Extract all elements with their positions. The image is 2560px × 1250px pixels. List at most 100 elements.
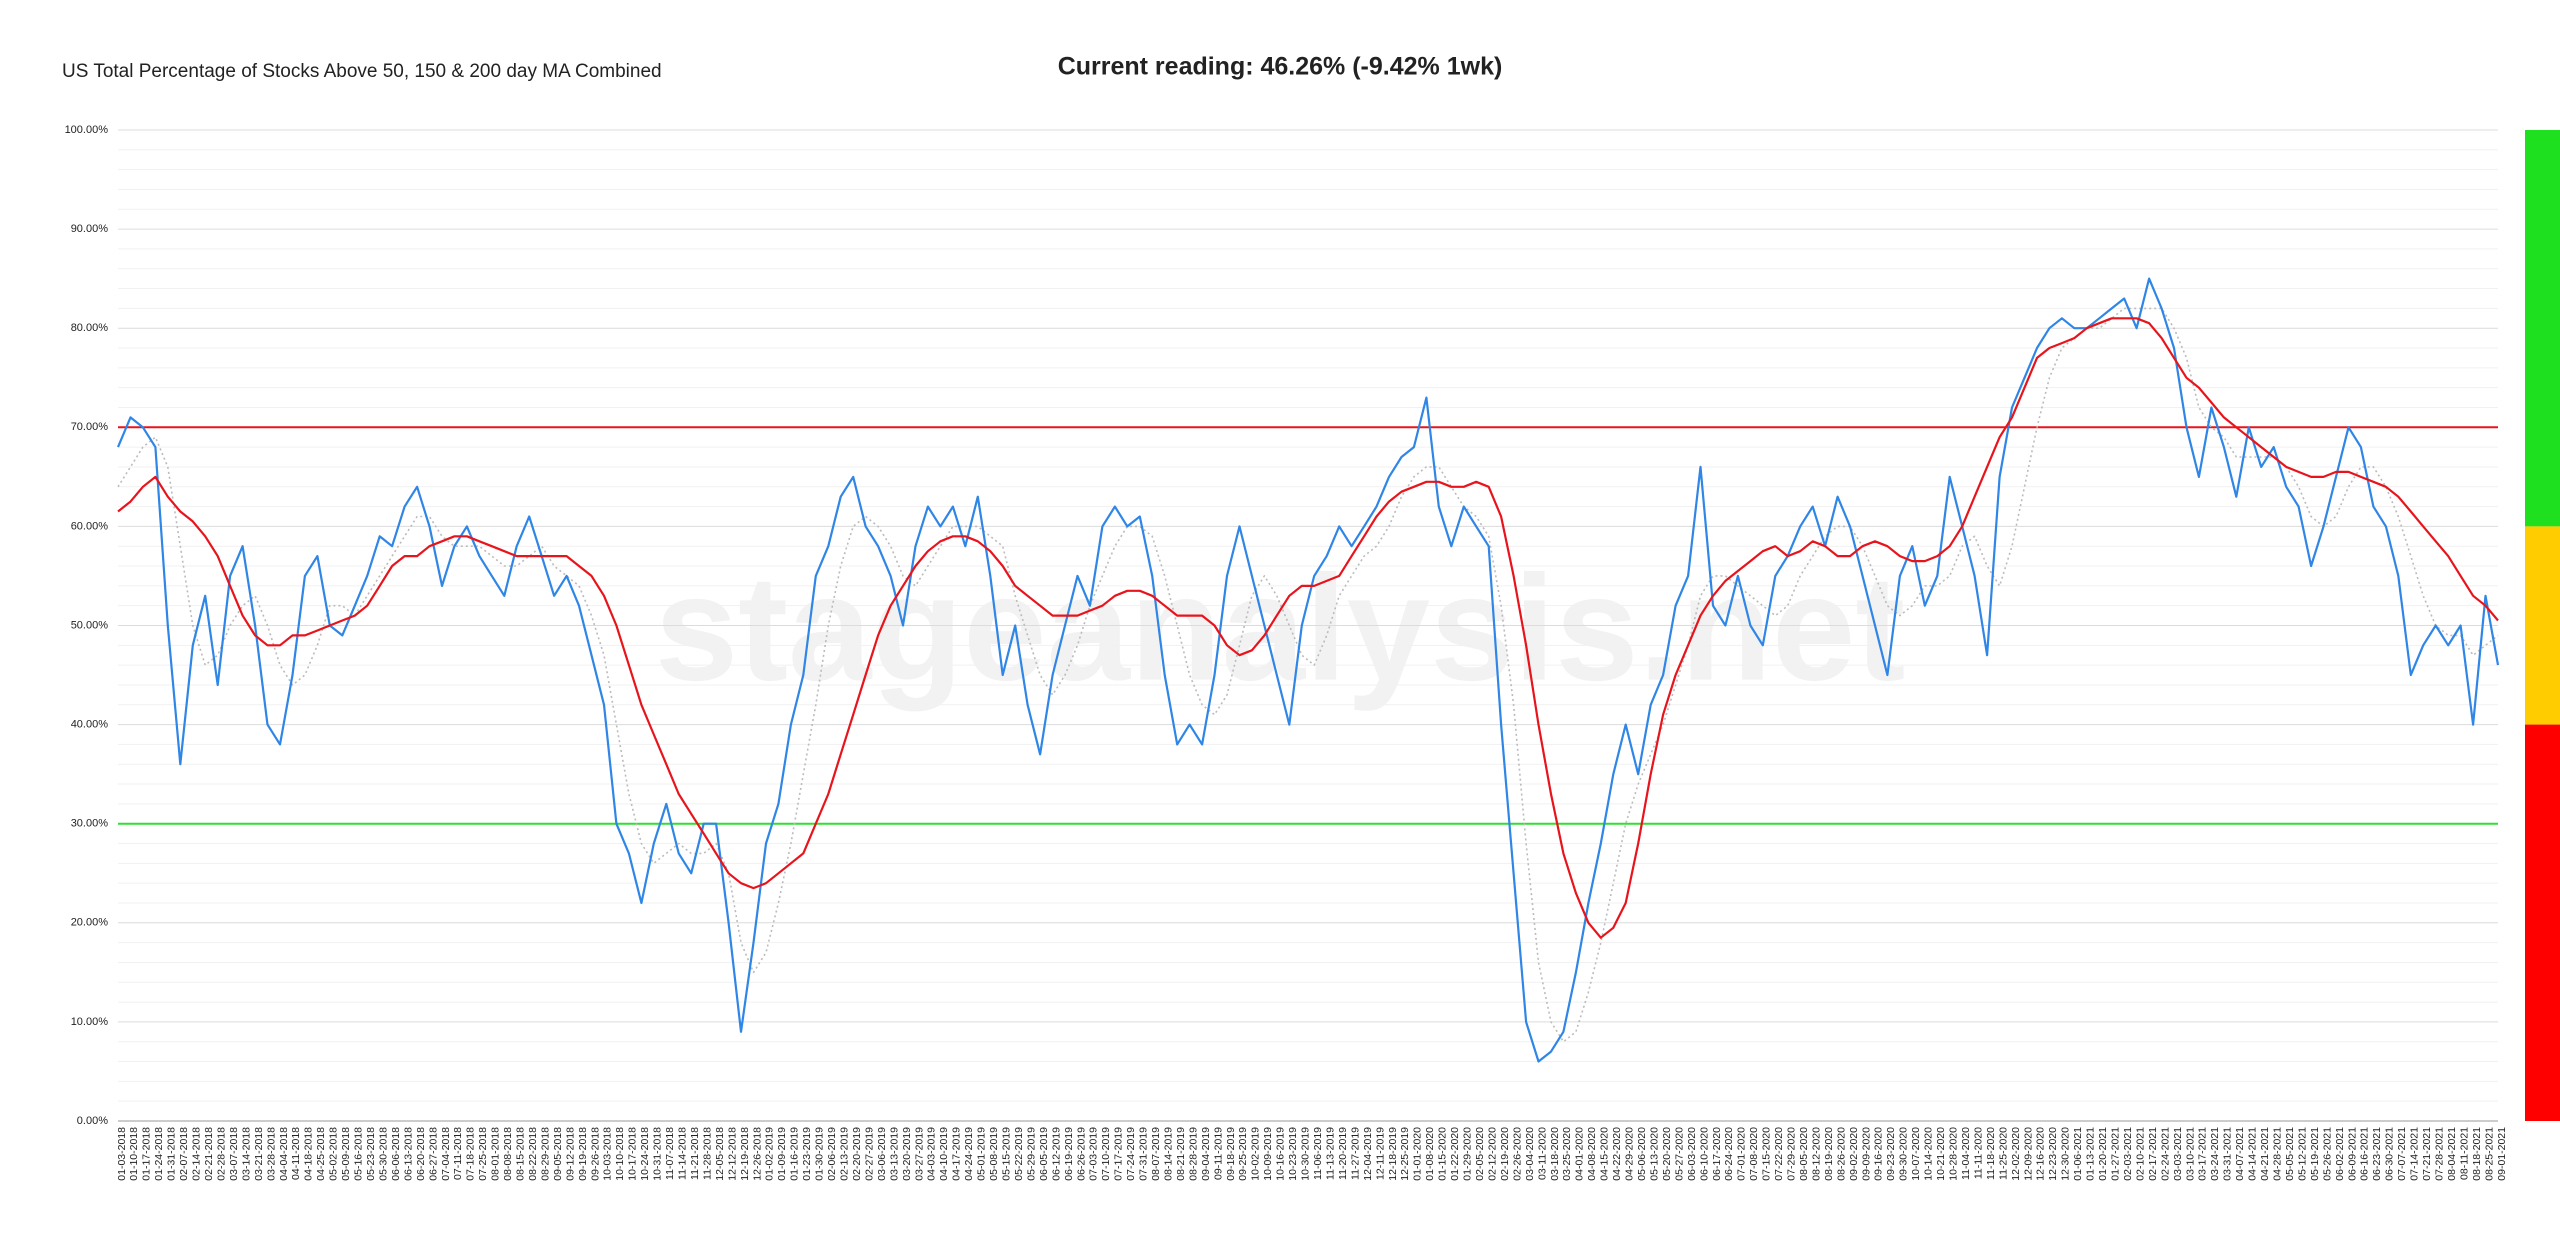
series-line <box>117 317 2499 939</box>
x-tick-label: 02-21-2018 <box>203 1127 215 1181</box>
x-tick-label: 06-05-2019 <box>1038 1127 1050 1181</box>
x-tick-label: 04-29-2020 <box>1624 1127 1636 1181</box>
x-tick-label: 03-14-2018 <box>240 1127 252 1181</box>
x-tick-label: 04-25-2018 <box>315 1127 327 1181</box>
x-tick-label: 06-12-2019 <box>1050 1127 1062 1181</box>
x-tick-label: 06-16-2021 <box>2359 1127 2371 1181</box>
x-tick-label: 10-21-2020 <box>1935 1127 1947 1181</box>
x-tick-label: 08-19-2020 <box>1823 1127 1835 1181</box>
x-tick-label: 06-19-2019 <box>1063 1127 1075 1181</box>
x-tick-label: 07-03-2019 <box>1088 1127 1100 1181</box>
x-tick-label: 01-15-2020 <box>1437 1127 1449 1181</box>
x-tick-label: 07-25-2018 <box>477 1127 489 1181</box>
x-tick-label: 01-22-2020 <box>1449 1127 1461 1181</box>
x-tick-label: 03-04-2020 <box>1524 1127 1536 1181</box>
x-tick-label: 07-14-2021 <box>2409 1127 2421 1181</box>
x-tick-label: 08-05-2020 <box>1798 1127 1810 1181</box>
x-tick-label: 01-09-2019 <box>776 1127 788 1181</box>
x-tick-label: 11-14-2018 <box>677 1127 689 1180</box>
y-tick-label: 50.00% <box>71 619 109 631</box>
x-tick-label: 05-20-2020 <box>1661 1127 1673 1181</box>
x-tick-label: 02-28-2018 <box>215 1127 227 1181</box>
x-tick-label: 07-11-2018 <box>452 1127 464 1180</box>
x-tick-label: 11-07-2018 <box>664 1127 676 1180</box>
x-tick-label: 06-02-2021 <box>2334 1127 2346 1181</box>
x-tick-label: 08-15-2018 <box>515 1127 527 1181</box>
x-tick-label: 04-15-2020 <box>1599 1127 1611 1181</box>
x-tick-label: 08-07-2019 <box>1150 1127 1162 1181</box>
x-tick-label: 09-02-2020 <box>1848 1127 1860 1181</box>
x-tick-label: 03-21-2018 <box>253 1127 265 1181</box>
x-tick-label: 07-10-2019 <box>1100 1127 1112 1181</box>
x-tick-label: 12-23-2020 <box>2047 1127 2059 1181</box>
x-tick-label: 07-18-2018 <box>465 1127 477 1181</box>
x-tick-label: 01-17-2018 <box>141 1127 153 1181</box>
x-tick-label: 02-20-2019 <box>851 1127 863 1181</box>
x-tick-label: 10-03-2018 <box>602 1127 614 1181</box>
x-tick-label: 09-19-2018 <box>577 1127 589 1181</box>
x-tick-label: 11-06-2019 <box>1312 1127 1324 1180</box>
x-tick-label: 01-30-2019 <box>814 1127 826 1181</box>
x-tick-label: 07-04-2018 <box>440 1127 452 1181</box>
y-tick-label: 0.00% <box>77 1115 108 1127</box>
x-tick-label: 02-13-2019 <box>839 1127 851 1181</box>
x-tick-label: 03-25-2020 <box>1561 1127 1573 1181</box>
x-tick-label: 02-03-2021 <box>2122 1127 2134 1181</box>
x-tick-label: 11-27-2019 <box>1349 1127 1361 1180</box>
x-tick-label: 11-13-2019 <box>1324 1127 1336 1180</box>
x-tick-label: 07-28-2021 <box>2433 1127 2445 1181</box>
x-tick-label: 04-18-2018 <box>303 1127 315 1181</box>
x-tick-label: 01-31-2018 <box>166 1127 178 1181</box>
x-tick-label: 05-02-2018 <box>328 1127 340 1181</box>
x-tick-label: 01-10-2018 <box>128 1127 140 1181</box>
x-tick-label: 04-04-2018 <box>278 1127 290 1181</box>
x-tick-label: 10-02-2019 <box>1250 1127 1262 1181</box>
x-tick-label: 11-28-2018 <box>701 1127 713 1180</box>
x-tick-label: 04-08-2020 <box>1586 1127 1598 1181</box>
x-tick-label: 11-20-2019 <box>1337 1127 1349 1180</box>
x-tick-label: 02-14-2018 <box>191 1127 203 1181</box>
x-tick-label: 09-18-2019 <box>1225 1127 1237 1181</box>
x-tick-label: 06-09-2021 <box>2346 1127 2358 1181</box>
x-tick-label: 03-20-2019 <box>901 1127 913 1181</box>
x-tick-label: 05-29-2019 <box>1025 1127 1037 1181</box>
x-tick-label: 06-30-2021 <box>2384 1127 2396 1181</box>
x-tick-label: 08-08-2018 <box>502 1127 514 1181</box>
x-tick-label: 07-17-2019 <box>1113 1127 1125 1181</box>
x-tick-label: 06-17-2020 <box>1711 1127 1723 1181</box>
x-tick-label: 04-01-2020 <box>1574 1127 1586 1181</box>
x-tick-label: 09-16-2020 <box>1873 1127 1885 1181</box>
x-tick-label: 03-10-2021 <box>2184 1127 2196 1181</box>
x-tick-label: 03-11-2020 <box>1536 1127 1548 1180</box>
x-tick-label: 03-13-2019 <box>888 1127 900 1181</box>
x-tick-label: 04-03-2019 <box>926 1127 938 1181</box>
x-tick-label: 06-06-2018 <box>390 1127 402 1181</box>
x-tick-label: 11-04-2020 <box>1960 1127 1972 1180</box>
x-tick-label: 10-16-2019 <box>1275 1127 1287 1181</box>
x-tick-label: 02-19-2020 <box>1499 1127 1511 1181</box>
x-tick-label: 01-06-2021 <box>2072 1127 2084 1181</box>
x-tick-label: 10-24-2018 <box>639 1127 651 1181</box>
x-tick-label: 10-23-2019 <box>1287 1127 1299 1181</box>
x-tick-label: 04-24-2019 <box>963 1127 975 1181</box>
chart-subtitle: Current reading: 46.26% (-9.42% 1wk) <box>1058 53 1503 81</box>
x-tick-label: 08-14-2019 <box>1162 1127 1174 1181</box>
x-tick-label: 01-27-2021 <box>2109 1127 2121 1181</box>
x-tick-label: 06-26-2019 <box>1075 1127 1087 1181</box>
x-tick-label: 03-27-2019 <box>913 1127 925 1181</box>
x-tick-label: 02-17-2021 <box>2147 1127 2159 1181</box>
x-tick-label: 08-28-2019 <box>1187 1127 1199 1181</box>
x-tick-label: 09-05-2018 <box>552 1127 564 1181</box>
x-tick-label: 03-17-2021 <box>2197 1127 2209 1181</box>
x-tick-label: 01-02-2019 <box>764 1127 776 1181</box>
x-tick-label: 04-28-2021 <box>2271 1127 2283 1181</box>
zone-band <box>2525 526 2560 725</box>
x-tick-label: 09-01-2021 <box>2496 1127 2508 1181</box>
x-tick-label: 02-07-2018 <box>178 1127 190 1181</box>
x-tick-label: 08-25-2021 <box>2483 1127 2495 1181</box>
x-tick-label: 12-16-2020 <box>2035 1127 2047 1181</box>
x-tick-label: 09-26-2018 <box>589 1127 601 1181</box>
zone-band <box>2525 724 2560 1121</box>
x-tick-label: 05-01-2019 <box>976 1127 988 1181</box>
